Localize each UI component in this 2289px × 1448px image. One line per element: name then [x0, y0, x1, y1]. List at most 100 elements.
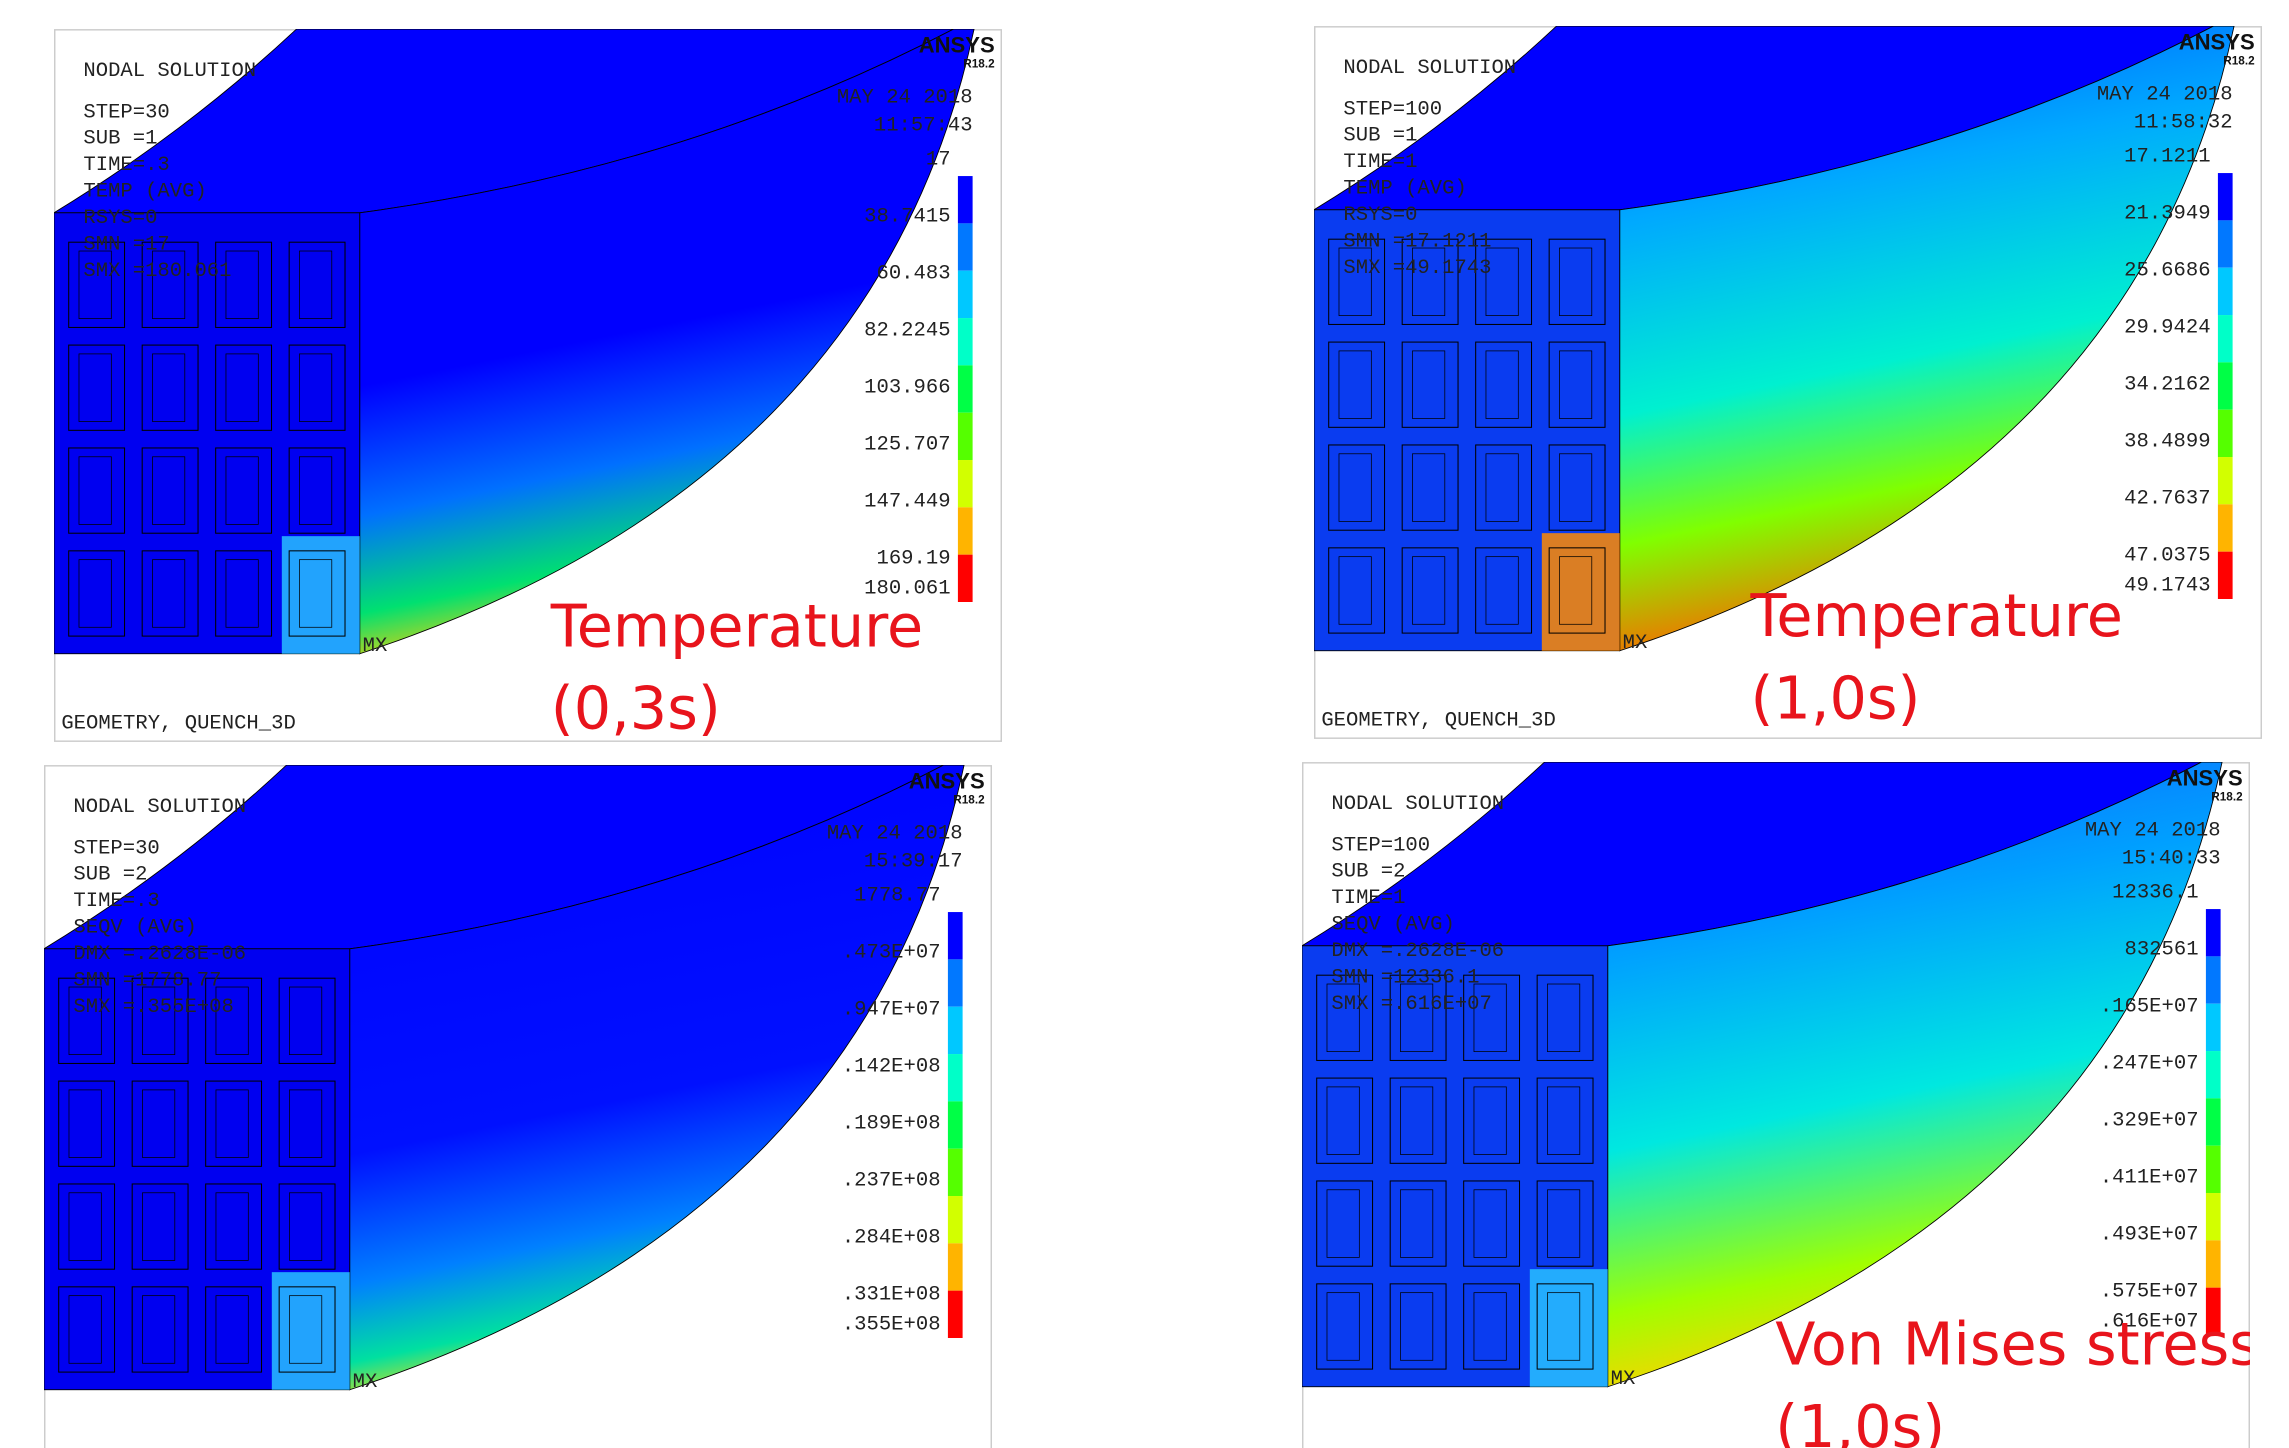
colorbar-band [2206, 956, 2221, 1003]
legend-label: .237E+08 [842, 1169, 941, 1192]
plot-info: STEP=100 [1331, 834, 1430, 857]
plot-info: DMX =.2628E-06 [1331, 940, 1504, 963]
legend-label: .355E+08 [842, 1313, 941, 1336]
caption: Von Mises stress [1775, 1310, 2250, 1379]
legend-label: .189E+08 [842, 1112, 941, 1135]
legend-label: .411E+07 [2100, 1166, 2199, 1189]
figure: MXNODAL SOLUTIONSTEP=30SUB =1TIME=.3TEMP… [0, 0, 2289, 1448]
legend-label: 38.7415 [864, 205, 950, 228]
plot-title: NODAL SOLUTION [83, 60, 256, 83]
colorbar-band [2206, 1193, 2221, 1240]
colorbar-band [958, 318, 973, 365]
plot-time: 15:39:17 [864, 850, 963, 873]
result-panel: MXNODAL SOLUTIONSTEP=30SUB =1TIME=.3TEMP… [54, 29, 1002, 742]
colorbar-band [948, 1149, 963, 1196]
legend-label: .284E+08 [842, 1226, 941, 1249]
plot-info: STEP=100 [1343, 98, 1442, 121]
plot-info: SMX =.355E+08 [73, 996, 233, 1019]
plot-time: 11:57:43 [874, 114, 973, 137]
plot-info: TIME=.3 [73, 890, 159, 913]
plot-info: SEQV (AVG) [73, 917, 196, 940]
plot-title: NODAL SOLUTION [1331, 793, 1504, 816]
legend-label: 49.1743 [2124, 574, 2210, 597]
legend-label: 125.707 [864, 433, 950, 456]
plot-footer: GEOMETRY, QUENCH_3D [1321, 710, 1555, 733]
caption: (0,3s) [551, 674, 721, 742]
plot-time: 11:58:32 [2134, 111, 2233, 134]
colorbar-band [958, 223, 973, 270]
plot-info: SMN =17.1211 [1343, 231, 1491, 254]
ansys-logo: ANSYS [919, 33, 995, 58]
plot-info: RSYS=0 [83, 207, 157, 230]
legend-label: 147.449 [864, 490, 950, 513]
legend-label: .473E+07 [842, 941, 941, 964]
plot-info: SUB =2 [1331, 861, 1405, 884]
plot-info: SMN =17 [83, 234, 169, 257]
plot-info: TEMP (AVG) [1343, 178, 1466, 201]
colorbar-band [2218, 173, 2233, 220]
colorbar-band [2206, 1240, 2221, 1287]
colorbar-band [948, 912, 963, 959]
colorbar-band [948, 1054, 963, 1101]
plot-info: SMX =49.1743 [1343, 257, 1491, 280]
result-panel: MXNODAL SOLUTIONSTEP=30SUB =2TIME=.3SEQV… [44, 765, 992, 1448]
legend-label: .247E+07 [2100, 1052, 2199, 1075]
legend-label: 169.19 [877, 547, 951, 570]
plot-info: DMX =.2628E-06 [73, 943, 246, 966]
ansys-version: R18.2 [2211, 790, 2243, 803]
colorbar-band [948, 1291, 963, 1338]
plot-time: 15:40:33 [2122, 847, 2221, 870]
legend-label: .331E+08 [842, 1283, 941, 1306]
caption: Temperature [550, 591, 923, 660]
plot-date: MAY 24 2018 [2097, 84, 2233, 107]
legend-label: 82.2245 [864, 319, 950, 342]
plot-info: TIME=1 [1331, 887, 1405, 910]
legend-label: .575E+07 [2100, 1280, 2199, 1303]
colorbar-band [2206, 1004, 2221, 1051]
colorbar-band [958, 555, 973, 602]
colorbar-band [2218, 457, 2233, 504]
plot-info: SEQV (AVG) [1331, 914, 1454, 937]
caption: (1,0s) [1775, 1392, 1945, 1448]
legend-label: 42.7637 [2124, 487, 2210, 510]
colorbar-band [958, 176, 973, 223]
colorbar-band [958, 271, 973, 318]
colorbar-band [2206, 1146, 2221, 1193]
max-marker: MX [1623, 632, 1648, 655]
legend-label: 103.966 [864, 376, 950, 399]
plot-info: TEMP (AVG) [83, 181, 206, 204]
caption: (1,0s) [1751, 663, 1921, 732]
colorbar-band [958, 460, 973, 507]
colorbar-band [2206, 909, 2221, 956]
ansys-version: R18.2 [2223, 54, 2255, 67]
legend-label: .329E+07 [2100, 1109, 2199, 1132]
colorbar-band [958, 413, 973, 460]
legend-label: 1778.77 [854, 884, 940, 907]
legend-label: .493E+07 [2100, 1223, 2199, 1246]
colorbar-band [2218, 268, 2233, 315]
plot-info: TIME=.3 [83, 154, 169, 177]
ansys-version: R18.2 [963, 57, 995, 70]
colorbar-band [2218, 552, 2233, 599]
colorbar-band [2206, 1098, 2221, 1145]
max-marker: MX [363, 635, 388, 658]
plot-info: RSYS=0 [1343, 204, 1417, 227]
ansys-logo: ANSYS [909, 769, 985, 794]
colorbar-band [2218, 410, 2233, 457]
colorbar-band [2206, 1051, 2221, 1098]
colorbar-band [948, 1007, 963, 1054]
legend-label: 60.483 [877, 262, 951, 285]
plot-info: SUB =1 [1343, 125, 1417, 148]
ansys-version: R18.2 [953, 793, 985, 806]
legend-label: 12336.1 [2112, 881, 2198, 904]
plot-info: SUB =2 [73, 864, 147, 887]
plot-footer: GEOMETRY, QUENCH_3D [61, 713, 295, 736]
plot-info: SMN =1778.77 [73, 970, 221, 993]
result-panel: MXNODAL SOLUTIONSTEP=100SUB =1TIME=1TEMP… [1314, 26, 2262, 739]
plot-info: SMN =12336.1 [1331, 967, 1479, 990]
legend-label: 25.6686 [2124, 259, 2210, 282]
colorbar-band [948, 1101, 963, 1148]
colorbar-band [2218, 220, 2233, 267]
legend-label: 21.3949 [2124, 202, 2210, 225]
plot-date: MAY 24 2018 [2085, 820, 2221, 843]
